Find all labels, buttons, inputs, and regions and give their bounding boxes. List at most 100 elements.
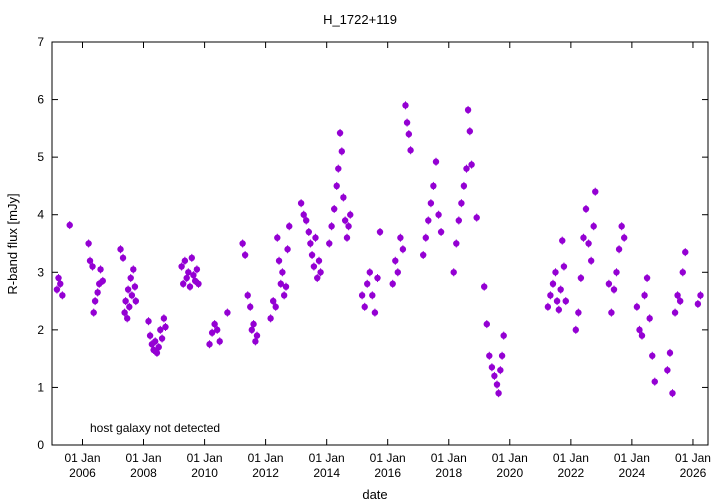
data-point (473, 214, 480, 221)
data-point (97, 266, 104, 273)
data-point (277, 280, 285, 287)
data-point (575, 309, 582, 316)
data-point (613, 269, 620, 276)
data-point (464, 106, 472, 114)
data-point (402, 102, 409, 109)
data-point (618, 223, 625, 230)
x-tick-year: 2008 (130, 466, 157, 480)
data-point (55, 274, 62, 282)
x-tick-label: 01 Jan (125, 451, 161, 465)
data-point (297, 200, 305, 207)
data-point (371, 309, 379, 316)
data-point (572, 326, 579, 334)
data-point (162, 323, 169, 331)
chart-title: H_1722+119 (323, 12, 397, 27)
data-point (145, 318, 152, 325)
data-point (326, 240, 333, 247)
data-point (126, 303, 133, 311)
x-tick-label: 01 Jan (675, 451, 711, 465)
data-point (59, 292, 66, 299)
data-point (463, 165, 470, 172)
data-point (124, 286, 132, 293)
data-point (450, 269, 457, 276)
data-point (127, 274, 134, 282)
data-point (181, 257, 189, 264)
data-point (345, 223, 352, 230)
data-point (676, 297, 684, 305)
data-point (562, 297, 569, 305)
data-point (369, 292, 376, 299)
data-point (427, 200, 435, 207)
data-point (405, 130, 413, 138)
data-point (437, 228, 445, 236)
data-point (66, 221, 73, 229)
data-point (455, 217, 463, 224)
data-point (57, 280, 64, 287)
x-tick-year: 2024 (619, 466, 646, 480)
x-tick-label: 01 Jan (614, 451, 650, 465)
data-point (312, 234, 319, 241)
data-point (310, 263, 318, 270)
data-point (669, 389, 676, 397)
data-point (130, 266, 137, 273)
data-point (483, 320, 490, 328)
data-point (333, 182, 340, 190)
data-point (582, 205, 590, 213)
data-point (610, 286, 618, 293)
data-point (547, 292, 554, 299)
x-tick-label: 01 Jan (370, 451, 406, 465)
data-point (247, 303, 254, 311)
data-point (376, 228, 384, 236)
data-point (124, 315, 131, 322)
data-point (178, 263, 185, 270)
data-point (553, 297, 561, 305)
data-point (186, 283, 194, 290)
x-tick-year: 2014 (313, 466, 340, 480)
data-point (308, 251, 316, 259)
x-tick-year: 2012 (252, 466, 279, 480)
data-point (394, 269, 401, 276)
data-point (270, 297, 277, 305)
data-point (697, 292, 704, 299)
data-point (366, 269, 374, 276)
data-point (468, 161, 475, 168)
data-point (185, 269, 192, 276)
data-point (248, 326, 256, 334)
data-point (605, 280, 613, 287)
data-point (343, 234, 351, 241)
data-point (364, 280, 371, 287)
data-point (341, 217, 349, 224)
data-point (641, 292, 648, 299)
data-point (155, 343, 162, 351)
data-points (53, 101, 704, 398)
data-point (193, 266, 201, 273)
y-tick-label: 7 (37, 35, 44, 49)
data-point (646, 315, 653, 322)
x-tick-label: 01 Jan (309, 451, 345, 465)
data-point (183, 274, 190, 282)
data-point (279, 269, 286, 276)
data-point (407, 147, 414, 154)
y-tick-label: 3 (37, 265, 44, 279)
x-tick-year: 2020 (496, 466, 523, 480)
data-point (497, 366, 504, 374)
data-point (272, 303, 279, 311)
data-point (549, 280, 557, 287)
data-point (86, 257, 94, 264)
x-tick-label: 01 Jan (248, 451, 284, 465)
data-point (585, 240, 592, 247)
data-point (53, 286, 61, 293)
data-point (358, 292, 366, 299)
data-point (267, 315, 274, 322)
data-point (91, 297, 99, 305)
data-point (305, 228, 313, 236)
data-point (224, 309, 231, 316)
data-point (620, 234, 628, 241)
data-point (214, 326, 221, 334)
y-tick-label: 5 (37, 150, 44, 164)
x-tick-year: 2010 (191, 466, 218, 480)
data-point (679, 269, 686, 276)
data-point (555, 306, 563, 313)
